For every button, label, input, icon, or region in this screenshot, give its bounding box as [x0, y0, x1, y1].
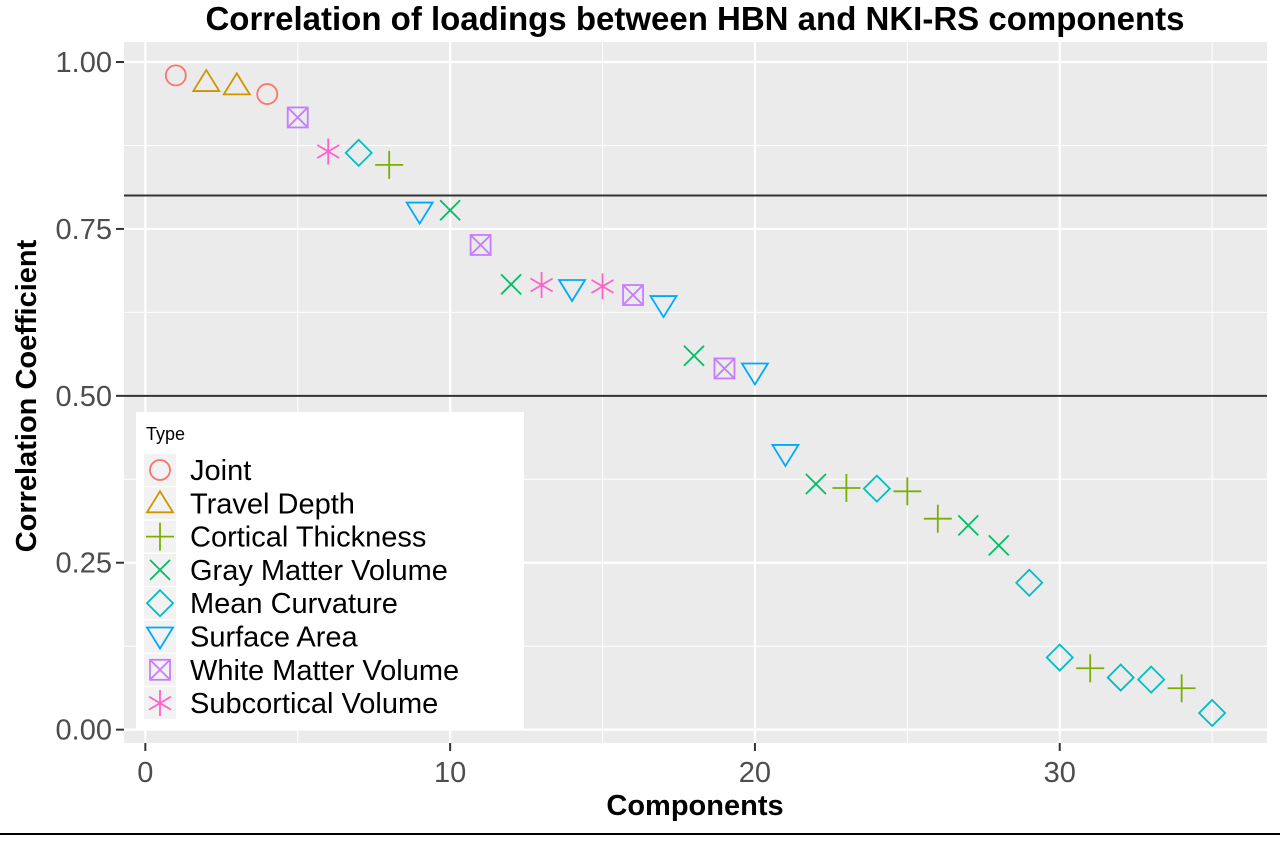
legend-entry: Travel Depth — [144, 487, 355, 520]
legend-label: Surface Area — [190, 622, 359, 654]
legend-label: Joint — [190, 455, 251, 487]
data-point — [1167, 674, 1196, 703]
data-point — [683, 345, 705, 367]
data-point — [344, 138, 373, 168]
data-point — [862, 474, 892, 503]
data-point — [622, 284, 644, 306]
x-tick-label: 30 — [1044, 757, 1076, 789]
legend-entry: Mean Curvature — [144, 587, 398, 620]
data-point — [740, 362, 770, 387]
legend-key-marker — [145, 489, 175, 514]
legend-entry: White Matter Volume — [144, 653, 459, 687]
legend-box — [136, 412, 524, 730]
y-tick-label: 0.50 — [56, 381, 112, 413]
legend-key-marker — [149, 559, 171, 581]
legend-entry: Gray Matter Volume — [144, 553, 448, 587]
legend-key-marker — [145, 626, 175, 651]
data-point — [648, 295, 679, 319]
x-tick-label: 20 — [739, 757, 771, 789]
data-points — [164, 64, 1227, 728]
legend-key-marker — [148, 690, 172, 717]
data-point — [1076, 654, 1105, 683]
data-point — [316, 138, 340, 165]
data-point — [530, 272, 554, 299]
legend-label: Subcortical Volume — [190, 688, 438, 720]
legend-key-bg — [144, 454, 176, 486]
legend-entry: Cortical Thickness — [144, 520, 426, 554]
data-point — [713, 357, 736, 380]
data-point — [439, 199, 461, 221]
data-point — [286, 106, 309, 129]
y-tick-label: 0.00 — [56, 715, 112, 747]
data-point — [469, 234, 492, 256]
data-point — [164, 64, 187, 87]
bottom-rule — [0, 833, 1280, 835]
legend-title: Type — [146, 424, 185, 444]
legend-key-marker — [149, 658, 171, 681]
data-point — [1045, 643, 1075, 672]
data-point — [1106, 663, 1135, 692]
data-point — [805, 473, 827, 495]
x-tick-label: 10 — [434, 757, 466, 789]
x-tick-label: 0 — [137, 757, 153, 789]
data-point — [222, 71, 252, 96]
y-tick-label: 1.00 — [56, 47, 112, 79]
data-point — [923, 504, 952, 533]
data-point — [770, 444, 801, 468]
axes: 0 10 20 30 0.00 0.25 0.50 0.75 1.00 — [56, 47, 1076, 789]
data-point — [557, 279, 587, 303]
legend-label: White Matter Volume — [190, 655, 459, 687]
chart-title: Correlation of loadings between HBN and … — [205, 0, 1184, 37]
legend-key-marker — [149, 459, 171, 481]
data-point — [832, 473, 861, 502]
x-axis-label: Components — [606, 790, 783, 822]
data-point — [405, 201, 435, 226]
grid-minor — [124, 42, 1267, 743]
legend-label: Mean Curvature — [190, 588, 398, 620]
data-point — [191, 68, 221, 92]
reference-lines — [124, 194, 1267, 397]
legend-entry: Subcortical Volume — [144, 687, 438, 720]
data-point — [256, 83, 279, 105]
legend-label: Cortical Thickness — [190, 522, 426, 554]
data-point — [1136, 665, 1166, 694]
data-point — [1197, 698, 1227, 728]
data-point — [893, 477, 922, 506]
y-axis-label: Correlation Coefficient — [11, 239, 43, 552]
legend-label: Travel Depth — [190, 488, 355, 520]
data-point — [988, 534, 1010, 557]
legend-key-marker — [145, 588, 175, 618]
data-point — [375, 150, 404, 179]
data-point — [957, 514, 979, 536]
y-tick-label: 0.75 — [56, 214, 112, 246]
data-point — [1014, 568, 1044, 598]
legend-label: Gray Matter Volume — [190, 555, 448, 587]
y-tick-label: 0.25 — [56, 548, 112, 580]
legend-entry: Surface Area — [144, 620, 359, 654]
legend-key-bg — [144, 587, 176, 620]
legend-entry: Joint — [144, 454, 251, 487]
data-point — [500, 273, 522, 295]
legend-key-marker — [146, 522, 174, 551]
data-point — [591, 273, 614, 300]
